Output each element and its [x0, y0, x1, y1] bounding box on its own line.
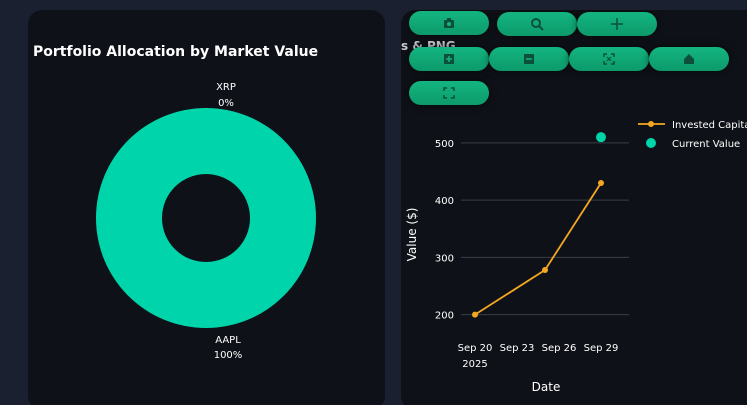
slice-label-aapl: AAPL [215, 335, 241, 346]
x-tick-label: Sep 26 [542, 343, 577, 354]
value-chart-panel: s & PNG 200 300 400 500 Sep 20 2025 Sep 23 Sep … [401, 10, 747, 405]
y-tick-label: 300 [435, 253, 454, 264]
slice-label-xrp: XRP [216, 82, 236, 93]
x-tick-label: Sep 29 [584, 343, 619, 354]
pan-button[interactable] [577, 12, 657, 36]
allocation-panel: Portfolio Allocation by Market Value XRP… [28, 10, 385, 405]
reset-axes-button[interactable] [649, 47, 729, 71]
series-line-invested-capital [474, 182, 602, 316]
data-point-invested-capital[interactable] [472, 311, 478, 318]
x-axis-label: Date [532, 380, 561, 394]
legend-label-invested-capital[interactable]: Invested Capital [672, 120, 747, 131]
legend-marker-invested-capital [648, 121, 654, 127]
zoom-out-button[interactable] [489, 47, 569, 71]
reset-axes-icon [684, 54, 694, 64]
y-tick-label: 400 [435, 196, 454, 207]
donut-chart: XRP 0% AAPL 100% [95, 82, 316, 361]
legend-label-current-value[interactable]: Current Value [672, 139, 740, 150]
zoom-button[interactable] [497, 12, 577, 36]
camera-icon [444, 18, 454, 28]
data-point-current-value[interactable] [596, 132, 606, 143]
x-tick-label: Sep 23 [500, 343, 535, 354]
fullscreen-icon [443, 87, 455, 99]
y-tick-label: 500 [435, 139, 454, 150]
x-tick-label: Sep 20 [458, 343, 493, 354]
donut-chart-title: Portfolio Allocation by Market Value [33, 44, 319, 60]
autoscale-icon [603, 53, 615, 65]
y-tick-label: 200 [435, 311, 454, 322]
autoscale-button[interactable] [569, 47, 649, 71]
pan-icon [611, 18, 623, 30]
y-axis-label: Value ($) [405, 208, 419, 262]
data-point-invested-capital[interactable] [542, 267, 548, 274]
zoom-icon [531, 18, 544, 31]
line-chart: 200 300 400 500 Sep 20 2025 Sep 23 Sep 26 Sep 29… [405, 120, 747, 394]
legend-marker-current-value [646, 138, 656, 148]
zoom-in-button[interactable] [409, 47, 489, 71]
camera-button[interactable] [409, 11, 489, 35]
x-tick-label-year: 2025 [462, 359, 487, 370]
slice-percent-xrp: 0% [218, 98, 234, 109]
donut-slice-aapl[interactable] [95, 107, 316, 329]
zoom-in-icon [444, 54, 454, 64]
fullscreen-button[interactable] [409, 81, 489, 105]
zoom-out-icon [524, 54, 534, 64]
data-point-invested-capital[interactable] [598, 179, 604, 186]
slice-percent-aapl: 100% [214, 350, 243, 361]
